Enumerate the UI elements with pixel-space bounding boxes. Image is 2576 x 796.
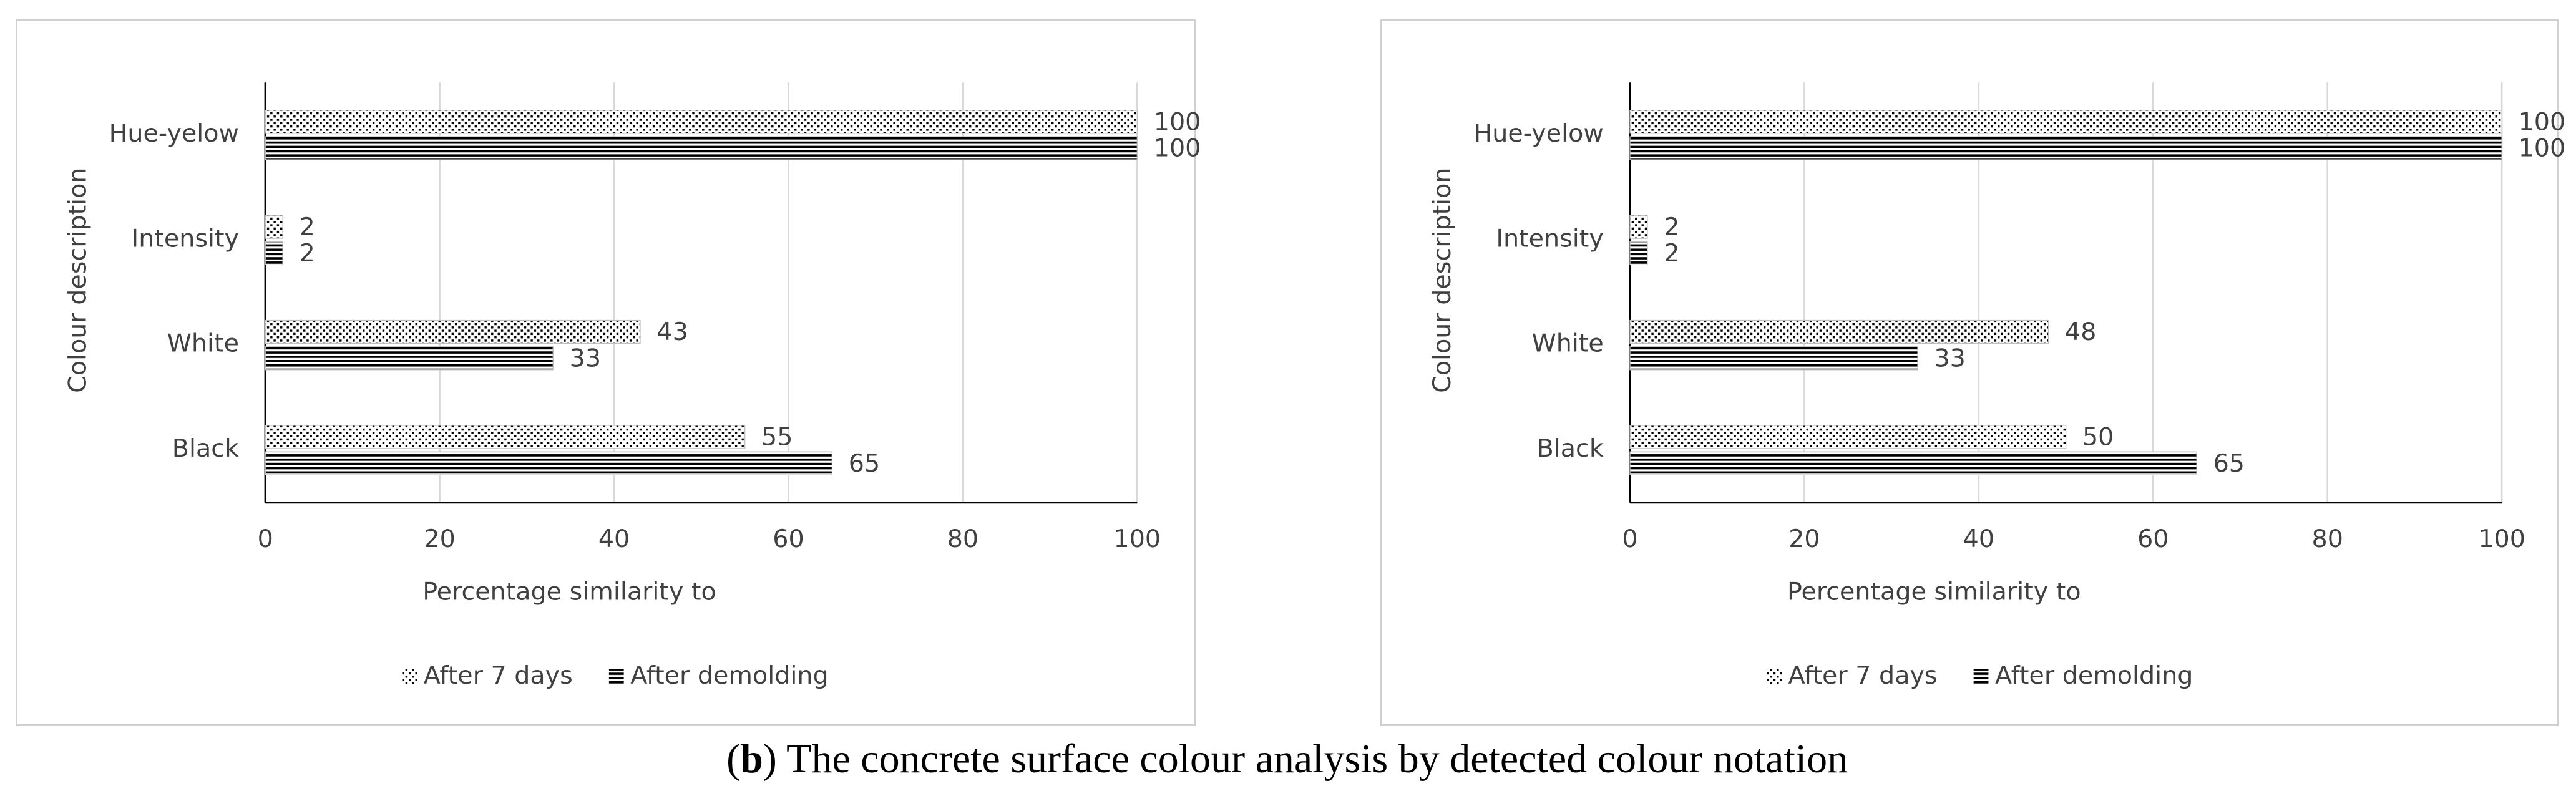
value-label: 65 [2213,449,2245,478]
bar [1629,451,2197,475]
value-label: 65 [849,449,880,478]
legend-label: After demolding [630,661,828,690]
x-tick-label: 80 [947,525,978,553]
value-label: 33 [570,344,601,372]
caption-part: ( [726,736,740,782]
bar [265,319,641,344]
legend-swatch [1973,669,1989,684]
value-label: 100 [1154,134,1201,163]
x-axis-label: Percentage similarity to [422,577,716,606]
y-tick-label: White [167,329,239,358]
bar [1629,215,1648,239]
y-tick-label: Hue-yelow [109,119,239,148]
value-label: 2 [300,213,315,241]
legend-label: After 7 days [1788,661,1938,690]
value-label: 43 [656,318,688,346]
y-tick-label: White [1532,329,1604,358]
x-tick-label: 60 [773,525,804,553]
bar [265,451,833,475]
y-tick-label: Intensity [132,224,239,253]
bar [265,346,554,371]
bar [1629,425,2067,449]
legend-label: After demolding [1995,661,2193,690]
y-tick-label: Black [1537,434,1604,463]
bar [265,425,746,449]
bar [1629,319,2049,344]
y-tick-label: Intensity [1496,224,1603,253]
legend-swatch [608,669,624,684]
x-axis-label: Percentage similarity to [1787,577,2081,606]
value-label: 50 [2082,423,2114,452]
y-axis-label: Colour description [63,167,92,392]
x-tick-label: 0 [1622,525,1637,553]
x-tick-label: 80 [2312,525,2343,553]
caption: (b) The concrete surface colour analysis… [726,736,1848,782]
y-axis-label: Colour description [1428,167,1456,392]
x-tick-label: 0 [258,525,273,553]
bar [265,241,283,266]
bar [265,110,1138,134]
legend-swatch [1767,669,1782,684]
x-tick-label: 100 [1114,525,1161,553]
caption-part: b [740,736,763,782]
legend-swatch [402,669,417,684]
x-tick-label: 40 [598,525,630,553]
x-tick-label: 20 [1788,525,1820,553]
y-tick-label: Black [172,434,239,463]
value-label: 2 [1664,213,1679,241]
value-label: 2 [1664,239,1679,268]
caption-part: ) The concrete surface colour analysis b… [763,736,1848,782]
bar [1629,110,2502,134]
bar [265,215,283,239]
value-label: 33 [1934,344,1965,372]
bar [1629,136,2502,160]
value-label: 100 [2519,107,2566,136]
value-label: 2 [300,239,315,268]
x-tick-label: 60 [2137,525,2169,553]
bar [1629,346,1918,371]
x-tick-label: 40 [1963,525,1994,553]
bar [265,136,1138,160]
value-label: 48 [2065,318,2096,346]
value-label: 100 [1154,107,1201,136]
x-tick-label: 20 [424,525,455,553]
legend-label: After 7 days [424,661,573,690]
bar [1629,241,1648,266]
y-tick-label: Hue-yelow [1473,119,1603,148]
value-label: 55 [761,423,793,452]
value-label: 100 [2519,134,2566,163]
x-tick-label: 100 [2478,525,2525,553]
